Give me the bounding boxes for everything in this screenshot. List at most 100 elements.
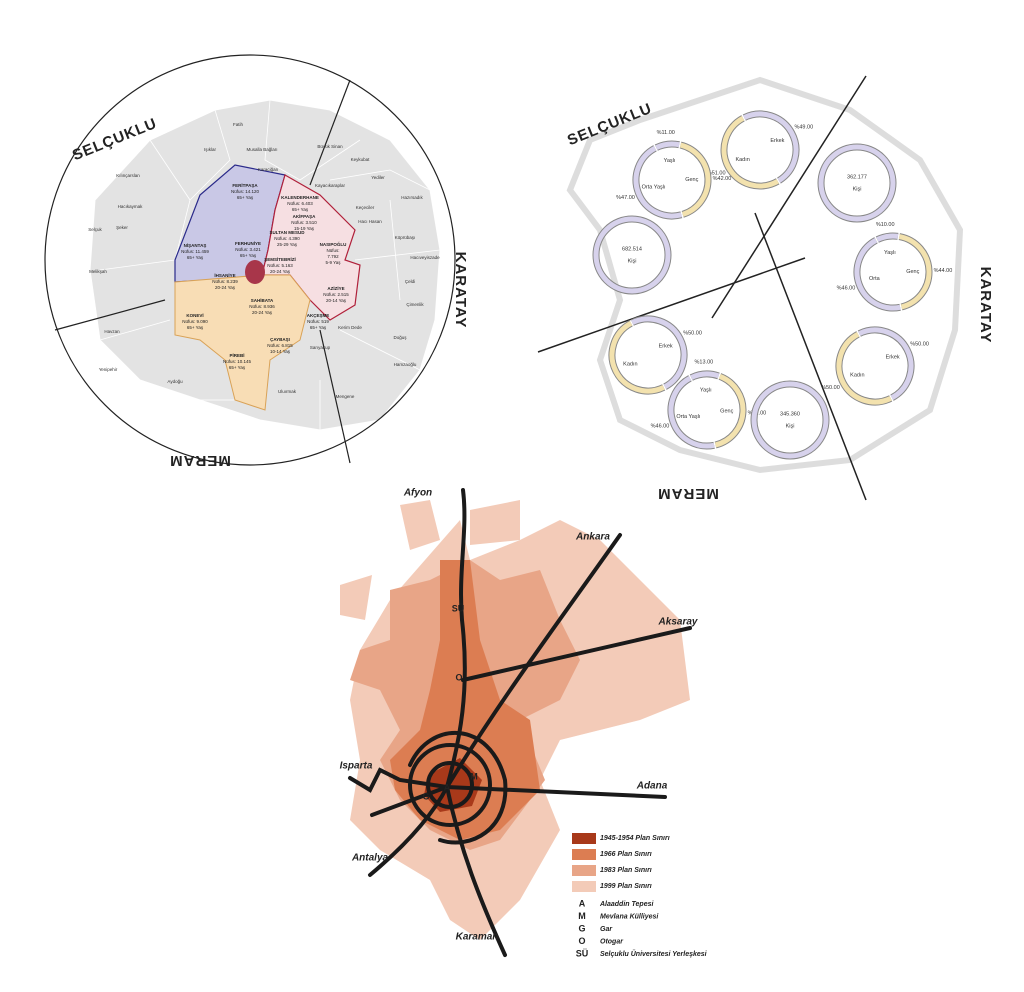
center-core [245, 260, 265, 284]
donut-segment-fill [854, 238, 901, 311]
info-label: PİREBİ Nüfus: 10.145 65+ Yaş [223, 352, 252, 370]
point-label: M [470, 771, 478, 781]
info-line: 7.792 [327, 254, 339, 259]
info-name: SULTAN MESUD [269, 230, 305, 235]
info-line: 65+ Yaş [229, 365, 246, 370]
donut-ring-fill [818, 144, 896, 222]
point-label: A [444, 782, 451, 792]
neighborhood-label: Büyük Sinan [317, 144, 343, 149]
donut-segment-fill [609, 321, 665, 394]
donut-segment-fill [631, 316, 687, 389]
demographic-diagram: SELÇUKLU KARATAY MERAM Erkek %49.00 Kadın %51.… [537, 75, 994, 502]
abbr-key: SÜ [576, 948, 589, 958]
info-name: AZİZİYE [327, 285, 344, 291]
donut-segment-fill [655, 141, 680, 150]
segment-name: Erkek [770, 138, 784, 144]
info-line: Nüfus: 14.120 [231, 189, 260, 194]
city-label: Antalya [351, 853, 389, 864]
legend-swatch [572, 849, 596, 860]
donut-unit: Kişi [786, 423, 795, 429]
info-label: AZİZİYE Nüfus: 2.515 20-14 Yaş [323, 285, 349, 303]
info-label: FERHUNİYE Nüfus: 3.421 65+ Yaş [235, 240, 261, 258]
donut-unit: Kişi [628, 258, 637, 264]
segment-name: Kadın [735, 157, 749, 163]
region-label: MERAM [169, 452, 231, 469]
info-line: 65+ Yaş [237, 195, 254, 200]
info-name: KONEVİ [186, 312, 203, 318]
segment-percent: %10.00 [876, 222, 895, 228]
info-name: PİREBİ [229, 352, 244, 358]
info-line: 65+ Yaş [240, 253, 257, 258]
point-label: G [422, 791, 429, 801]
city-label: Aksaray [658, 617, 698, 628]
segment-name: Orta Yaşlı [642, 185, 666, 191]
info-line: Nüfus: 10.145 [223, 359, 252, 364]
segment-name: Kadın [623, 361, 637, 367]
info-line: 20-24 Yaş [252, 310, 273, 315]
info-line: Nüfus: 4.390 [274, 236, 300, 241]
city-label: Isparta [340, 761, 373, 772]
info-line: 25-29 Yaş [277, 242, 298, 247]
neighborhood-label: Havzan [104, 329, 120, 334]
plan-map: Afyon Ankara Aksaray Adana Isparta Antalya Kar… [340, 488, 708, 959]
legend-swatch [572, 833, 596, 844]
neighborhood-label: Doğuş [393, 335, 407, 340]
neighborhood-label: Çimenlik [406, 302, 424, 307]
zone-red [261, 174, 361, 321]
abbr-label: Alaaddin Tepesi [599, 901, 654, 908]
roads [348, 488, 692, 957]
neighborhood-label: Işıklar [204, 147, 217, 152]
donut-segment-fill [898, 234, 932, 310]
neighborhood-label: Keykubat [351, 157, 371, 162]
abbr-key: M [578, 911, 586, 921]
info-name: ÇAYBAŞI [270, 337, 290, 342]
info-name: AKİFPAŞA [293, 213, 316, 219]
donut-ring-fill [593, 216, 671, 294]
info-line: 20-24 Yaş [270, 269, 291, 274]
info-name: ŞEMSİTEBRİZİ [264, 256, 296, 262]
segment-percent: %42.00 [713, 176, 732, 182]
info-line: 20-24 Yaş [215, 285, 236, 290]
neighborhood-label: Hacıkaymak [118, 204, 144, 209]
info-line: 10-14 Yaş [270, 349, 291, 354]
abbr-key: G [578, 923, 585, 933]
info-name: AKÇEŞME [307, 313, 330, 318]
neighborhood-borders [99, 99, 441, 430]
legend-label: 1999 Plan Sınırı [600, 883, 652, 890]
info-line: Nüfus: 8.936 [249, 304, 275, 309]
info-line: 5-9 Yaş [325, 260, 341, 265]
legend-label: 1945-1954 Plan Sınırı [600, 835, 670, 842]
region-label: KARATAY [977, 267, 994, 344]
segment-name: Genç [685, 177, 698, 183]
segment-name: Genç [906, 269, 919, 275]
info-line: 65+ Yaş [292, 207, 309, 212]
segment-name: Genç [720, 409, 733, 415]
info-label: İHSANİYE Nüfus: 8.239 20-24 Yaş [212, 272, 238, 290]
point-label: SÜ [452, 603, 465, 613]
donut-segment-fill [836, 332, 892, 405]
region-lines [537, 75, 867, 501]
info-label: NASIPOĞLU Nüfus: 7.792 5-9 Yaş [320, 240, 347, 265]
neighborhood-label: Aydoğu [167, 379, 183, 384]
donut-segment-fill [679, 142, 711, 217]
neighborhood-label: Şeker [116, 225, 128, 230]
info-label: ÇAYBAŞI Nüfus: 6.815 10-14 Yaş [267, 337, 293, 354]
info-label: KALENDERHANE Nüfus: 6.403 65+ Yaş [281, 195, 319, 212]
frame-circle [44, 54, 456, 466]
legend-swatch [572, 865, 596, 876]
segment-name: Yaşlı [700, 388, 712, 394]
city-label: Afyon [403, 488, 432, 499]
info-name: SAHİBATA [251, 297, 274, 303]
city-label: Adana [636, 781, 668, 792]
donut-segment-fill [714, 374, 746, 448]
info-label: FERİTPAŞA Nüfus: 14.120 65+ Yaş [231, 182, 260, 200]
legend-swatch [572, 881, 596, 892]
segment-percent: %13.00 [695, 360, 714, 366]
neighborhood-label: Fatih [233, 122, 244, 127]
info-line: Nüfus: 5.163 [267, 263, 293, 268]
neighborhood-label: Çeldi [405, 279, 415, 284]
info-label: AKÇEŞME Nüfus: 519 65+ Yaş [307, 313, 330, 330]
segment-percent: %44.00 [934, 268, 953, 274]
